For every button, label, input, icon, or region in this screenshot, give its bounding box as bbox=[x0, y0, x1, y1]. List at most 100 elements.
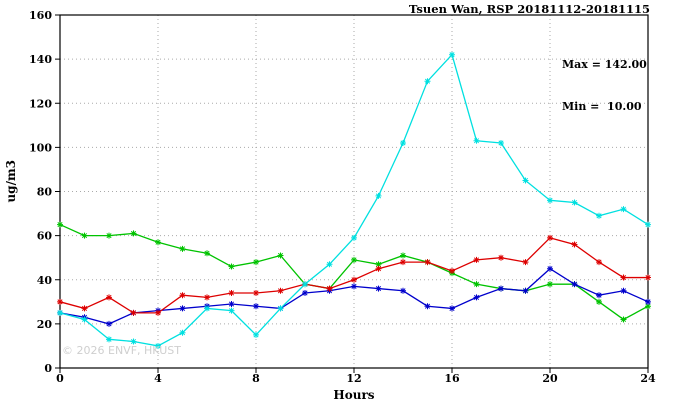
series-marker-day-red bbox=[81, 305, 88, 312]
x-tick-label: 20 bbox=[542, 372, 558, 385]
min-value-label: Min = 10.00 bbox=[562, 100, 642, 113]
y-tick-label: 0 bbox=[44, 362, 52, 375]
series-marker-day-red bbox=[498, 254, 504, 261]
series-marker-day-red bbox=[473, 256, 480, 263]
series-marker-day-blue bbox=[498, 285, 504, 292]
series-marker-day-blue bbox=[547, 265, 553, 272]
series-marker-day-cyan bbox=[449, 51, 455, 58]
series-marker-day-red bbox=[155, 309, 161, 316]
series-marker-day-cyan bbox=[106, 336, 112, 343]
series-marker-day-green bbox=[645, 303, 651, 310]
series-marker-day-cyan bbox=[351, 234, 357, 241]
series-marker-day-blue bbox=[571, 281, 578, 288]
series-marker-day-blue bbox=[106, 320, 112, 327]
y-axis-label: ug/m3 bbox=[4, 160, 18, 203]
series-marker-day-cyan bbox=[81, 316, 88, 323]
series-marker-day-cyan bbox=[204, 305, 210, 312]
x-tick-label: 0 bbox=[56, 372, 64, 385]
chart-title: Tsuen Wan, RSP 20181112-20181115 bbox=[408, 2, 650, 16]
x-tick-label: 8 bbox=[252, 372, 260, 385]
x-tick-label: 4 bbox=[154, 372, 162, 385]
series-marker-day-red bbox=[620, 274, 627, 281]
series-marker-day-red bbox=[645, 274, 651, 281]
series-marker-day-cyan bbox=[228, 307, 235, 314]
series-marker-day-green bbox=[620, 316, 627, 323]
y-tick-label: 160 bbox=[29, 9, 52, 22]
series-marker-day-red bbox=[106, 294, 112, 301]
series-marker-day-red bbox=[424, 259, 431, 266]
series-marker-day-red bbox=[375, 265, 382, 272]
series-marker-day-green bbox=[596, 298, 602, 305]
watermark-text: © 2026 ENVF, HKUST bbox=[62, 344, 181, 357]
series-marker-day-blue bbox=[522, 287, 529, 294]
series-marker-day-red bbox=[326, 285, 333, 292]
series-marker-day-green bbox=[179, 245, 186, 252]
series-marker-day-blue bbox=[473, 294, 480, 301]
series-marker-day-blue bbox=[302, 289, 308, 296]
series-marker-day-cyan bbox=[498, 139, 504, 146]
series-marker-day-blue bbox=[400, 287, 406, 294]
series-marker-day-cyan bbox=[253, 331, 259, 338]
series-marker-day-red bbox=[522, 259, 529, 266]
series-marker-day-green bbox=[228, 263, 235, 270]
y-tick-label: 20 bbox=[37, 318, 53, 331]
y-tick-label: 60 bbox=[37, 230, 53, 243]
series-marker-day-red bbox=[596, 259, 602, 266]
series-marker-day-cyan bbox=[155, 342, 161, 349]
series-marker-day-cyan bbox=[302, 281, 308, 288]
series-marker-day-cyan bbox=[57, 309, 63, 316]
y-tick-label: 80 bbox=[37, 186, 53, 199]
y-tick-label: 40 bbox=[37, 274, 53, 287]
series-marker-day-green bbox=[81, 232, 88, 239]
series-marker-day-blue bbox=[179, 305, 186, 312]
series-marker-day-red bbox=[449, 267, 455, 274]
series-marker-day-green bbox=[253, 259, 259, 266]
x-tick-label: 12 bbox=[346, 372, 361, 385]
series-marker-day-blue bbox=[620, 287, 627, 294]
series-marker-day-green bbox=[400, 252, 406, 259]
series-marker-day-blue bbox=[424, 303, 431, 310]
y-tick-label: 140 bbox=[29, 53, 52, 66]
series-marker-day-green bbox=[351, 256, 357, 263]
x-tick-label: 24 bbox=[640, 372, 656, 385]
series-marker-day-cyan bbox=[547, 197, 553, 204]
series-marker-day-red bbox=[204, 294, 210, 301]
series-marker-day-red bbox=[547, 234, 553, 241]
series-marker-day-cyan bbox=[424, 78, 431, 85]
series-marker-day-green bbox=[473, 281, 480, 288]
series-marker-day-green bbox=[547, 281, 553, 288]
series-marker-day-green bbox=[277, 252, 284, 259]
series-marker-day-cyan bbox=[645, 221, 651, 228]
series-marker-day-green bbox=[57, 221, 63, 228]
series-marker-day-green bbox=[106, 232, 112, 239]
series-marker-day-red bbox=[277, 287, 284, 294]
series-marker-day-red bbox=[400, 259, 406, 266]
series-marker-day-blue bbox=[375, 285, 382, 292]
series-marker-day-blue bbox=[596, 292, 602, 299]
series-marker-day-blue bbox=[645, 298, 651, 305]
max-value-label: Max = 142.00 bbox=[562, 58, 647, 71]
series-marker-day-red bbox=[57, 298, 63, 305]
series-marker-day-cyan bbox=[326, 261, 333, 268]
series-marker-day-blue bbox=[253, 303, 259, 310]
series-marker-day-red bbox=[228, 289, 235, 296]
series-marker-day-cyan bbox=[620, 206, 627, 213]
series-marker-day-cyan bbox=[375, 192, 382, 199]
series-marker-day-cyan bbox=[596, 212, 602, 219]
series-marker-day-blue bbox=[351, 283, 357, 290]
series-marker-day-blue bbox=[449, 305, 455, 312]
x-axis-label: Hours bbox=[333, 388, 375, 402]
x-tick-label: 16 bbox=[444, 372, 460, 385]
series-line-day-cyan bbox=[59, 53, 649, 347]
series-marker-day-cyan bbox=[277, 305, 284, 312]
series-marker-day-green bbox=[130, 230, 137, 237]
series-marker-day-red bbox=[253, 289, 259, 296]
series-marker-day-green bbox=[204, 250, 210, 257]
series-marker-day-cyan bbox=[473, 137, 480, 144]
series-marker-day-cyan bbox=[522, 177, 529, 184]
series-marker-day-cyan bbox=[130, 338, 137, 345]
series-marker-day-cyan bbox=[571, 199, 578, 206]
series-marker-day-cyan bbox=[179, 329, 186, 336]
